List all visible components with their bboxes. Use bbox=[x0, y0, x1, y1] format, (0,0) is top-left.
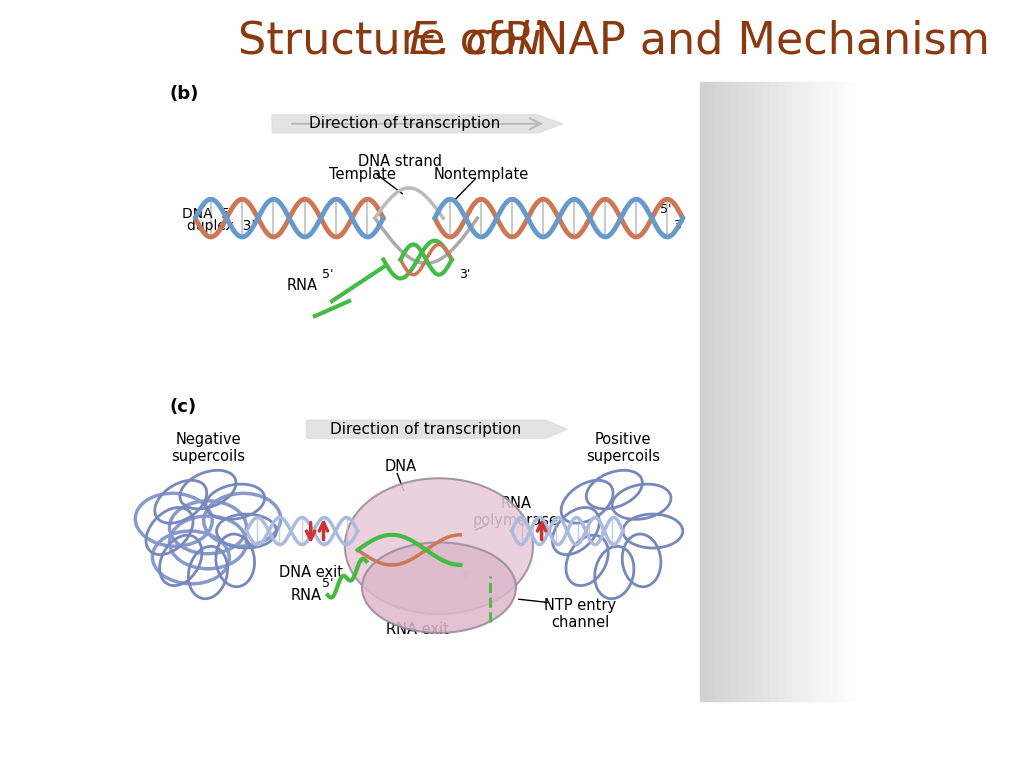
Text: RNA: RNA bbox=[287, 279, 317, 293]
Text: RNAP and Mechanism: RNAP and Mechanism bbox=[490, 19, 990, 62]
Text: DNA strand: DNA strand bbox=[358, 154, 442, 169]
Bar bbox=[731, 82, 739, 700]
Bar bbox=[746, 82, 755, 700]
Bar bbox=[846, 82, 855, 700]
Bar bbox=[830, 82, 840, 700]
Bar bbox=[738, 82, 746, 700]
Text: Direction of transcription: Direction of transcription bbox=[309, 116, 501, 131]
Bar bbox=[808, 82, 816, 700]
Polygon shape bbox=[272, 114, 563, 133]
Ellipse shape bbox=[345, 478, 534, 614]
Text: 3': 3' bbox=[673, 219, 684, 232]
Text: (c): (c) bbox=[170, 398, 197, 415]
Bar bbox=[723, 82, 731, 700]
Text: RNA: RNA bbox=[291, 588, 322, 603]
Ellipse shape bbox=[361, 542, 516, 633]
Text: 3': 3' bbox=[459, 268, 470, 281]
Text: RNA exit: RNA exit bbox=[386, 621, 449, 637]
Text: duplex  3': duplex 3' bbox=[186, 219, 255, 233]
Bar bbox=[800, 82, 809, 700]
Bar bbox=[769, 82, 777, 700]
Bar bbox=[839, 82, 847, 700]
Text: Positive
supercoils: Positive supercoils bbox=[586, 432, 659, 465]
Text: 3': 3' bbox=[459, 570, 470, 583]
Bar bbox=[708, 82, 716, 700]
Text: DNA  5': DNA 5' bbox=[182, 207, 234, 221]
Text: 5': 5' bbox=[322, 578, 334, 591]
Bar bbox=[815, 82, 824, 700]
Text: Nontemplate: Nontemplate bbox=[434, 167, 529, 182]
Text: E. coli: E. coli bbox=[409, 19, 542, 62]
Text: Direction of transcription: Direction of transcription bbox=[331, 422, 522, 437]
Text: DNA: DNA bbox=[384, 459, 417, 475]
Bar bbox=[777, 82, 785, 700]
Text: NTP entry
channel: NTP entry channel bbox=[544, 598, 616, 631]
Text: (b): (b) bbox=[170, 84, 199, 103]
Bar bbox=[823, 82, 831, 700]
Bar bbox=[715, 82, 724, 700]
Text: 5': 5' bbox=[659, 203, 672, 216]
Bar bbox=[784, 82, 794, 700]
Bar bbox=[762, 82, 770, 700]
Bar bbox=[754, 82, 762, 700]
Text: DNA exit: DNA exit bbox=[279, 565, 343, 580]
Bar bbox=[699, 82, 709, 700]
Text: 5': 5' bbox=[322, 268, 334, 281]
Text: RNA
polymerase: RNA polymerase bbox=[473, 496, 559, 528]
Polygon shape bbox=[306, 420, 567, 439]
Text: Structure of: Structure of bbox=[238, 19, 516, 62]
Bar bbox=[793, 82, 801, 700]
Text: Template: Template bbox=[329, 167, 395, 182]
Text: Negative
supercoils: Negative supercoils bbox=[171, 432, 245, 465]
